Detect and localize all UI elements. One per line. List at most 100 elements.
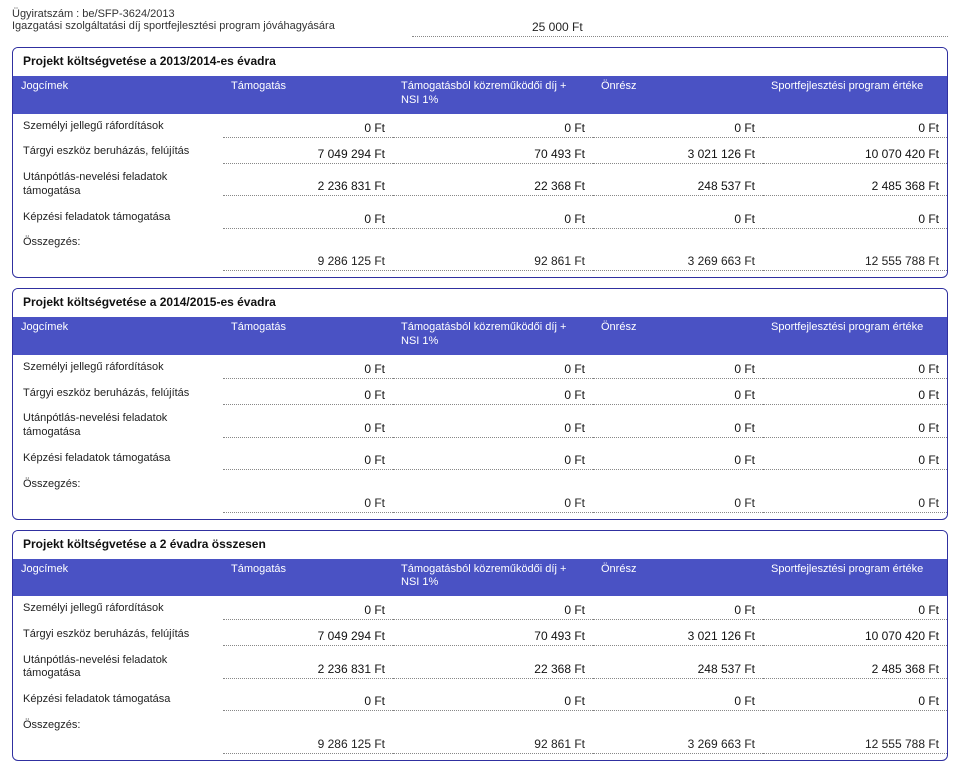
- summary-label: Összegzés:: [13, 230, 947, 250]
- summary-value: 0 Ft: [393, 492, 593, 513]
- header-amount-line: 25 000 Ft: [412, 20, 948, 37]
- summary-label: Összegzés:: [13, 472, 947, 492]
- summary-value: 0 Ft: [763, 492, 947, 513]
- cell-value: 0 Ft: [223, 688, 393, 711]
- cell-value: 22 368 Ft: [393, 173, 593, 196]
- cell-value: 0 Ft: [763, 688, 947, 711]
- cell-value: 0 Ft: [593, 688, 763, 711]
- summary-value: 9 286 125 Ft: [223, 250, 393, 271]
- row-label-youth: Utánpótlás-nevelési feladatok támogatása: [13, 648, 223, 688]
- cell-value: 10 070 420 Ft: [763, 623, 947, 646]
- section-title: Projekt költségvetése a 2014/2015-es éva…: [13, 289, 947, 317]
- table-row: Képzési feladatok támogatása 0 Ft 0 Ft 0…: [13, 205, 947, 231]
- cell-value: 0 Ft: [593, 115, 763, 138]
- cell-value: 2 236 831 Ft: [223, 173, 393, 196]
- col-header-program-value: Sportfejlesztési program értéke: [763, 317, 947, 355]
- row-label-youth: Utánpótlás-nevelési feladatok támogatása: [13, 406, 223, 446]
- cell-value: 0 Ft: [223, 356, 393, 379]
- summary-row: 0 Ft 0 Ft 0 Ft 0 Ft: [13, 492, 947, 519]
- cell-value: 0 Ft: [763, 447, 947, 470]
- table-row: Személyi jellegű ráfordítások 0 Ft 0 Ft …: [13, 355, 947, 381]
- cell-value: 0 Ft: [593, 447, 763, 470]
- document-header: Ügyiratszám : be/SFP-3624/2013 Igazgatás…: [12, 8, 948, 37]
- col-header-program-value: Sportfejlesztési program értéke: [763, 559, 947, 597]
- cell-value: 0 Ft: [223, 115, 393, 138]
- cell-value: 22 368 Ft: [393, 656, 593, 679]
- col-header-label: Jogcímek: [13, 559, 223, 597]
- row-label-training: Képzési feladatok támogatása: [13, 687, 223, 713]
- header-amount: 25 000 Ft: [532, 20, 583, 34]
- row-label-assets: Tárgyi eszköz beruházás, felújítás: [13, 381, 223, 407]
- summary-value: 92 861 Ft: [393, 733, 593, 754]
- section-title: Projekt költségvetése a 2 évadra összese…: [13, 531, 947, 559]
- cell-value: 0 Ft: [223, 447, 393, 470]
- cell-value: 70 493 Ft: [393, 623, 593, 646]
- cell-value: 0 Ft: [593, 415, 763, 438]
- summary-value: 3 269 663 Ft: [593, 733, 763, 754]
- col-header-contributor-fee: Támogatásból közreműködői díj + NSI 1%: [393, 76, 593, 114]
- cell-value: 3 021 126 Ft: [593, 141, 763, 164]
- cell-value: 0 Ft: [393, 688, 593, 711]
- row-label-training: Képzési feladatok támogatása: [13, 446, 223, 472]
- row-label-assets: Tárgyi eszköz beruházás, felújítás: [13, 622, 223, 648]
- summary-value: 12 555 788 Ft: [763, 250, 947, 271]
- table-row: Utánpótlás-nevelési feladatok támogatása…: [13, 406, 947, 446]
- cell-value: 0 Ft: [393, 415, 593, 438]
- col-header-label: Jogcímek: [13, 317, 223, 355]
- table-row: Utánpótlás-nevelési feladatok támogatása…: [13, 165, 947, 205]
- table-row: Személyi jellegű ráfordítások 0 Ft 0 Ft …: [13, 596, 947, 622]
- table-row: Képzési feladatok támogatása 0 Ft 0 Ft 0…: [13, 446, 947, 472]
- case-number: Ügyiratszám : be/SFP-3624/2013: [12, 8, 948, 20]
- budget-section-total: Projekt költségvetése a 2 évadra összese…: [12, 530, 948, 761]
- summary-row: 9 286 125 Ft 92 861 Ft 3 269 663 Ft 12 5…: [13, 733, 947, 760]
- summary-value: 0 Ft: [593, 492, 763, 513]
- cell-value: 248 537 Ft: [593, 173, 763, 196]
- cell-value: 10 070 420 Ft: [763, 141, 947, 164]
- header-description: Igazgatási szolgáltatási díj sportfejles…: [12, 20, 412, 37]
- cell-value: 0 Ft: [763, 597, 947, 620]
- table-row: Tárgyi eszköz beruházás, felújítás 7 049…: [13, 139, 947, 165]
- table-header-row: Jogcímek Támogatás Támogatásból közreműk…: [13, 317, 947, 355]
- row-label-personnel: Személyi jellegű ráfordítások: [13, 596, 223, 622]
- cell-value: 0 Ft: [763, 415, 947, 438]
- cell-value: 2 485 368 Ft: [763, 656, 947, 679]
- row-label-youth: Utánpótlás-nevelési feladatok támogatása: [13, 165, 223, 205]
- cell-value: 0 Ft: [223, 597, 393, 620]
- cell-value: 2 485 368 Ft: [763, 173, 947, 196]
- col-header-own-share: Önrész: [593, 76, 763, 114]
- table-row: Tárgyi eszköz beruházás, felújítás 7 049…: [13, 622, 947, 648]
- col-header-own-share: Önrész: [593, 317, 763, 355]
- cell-value: 248 537 Ft: [593, 656, 763, 679]
- row-label-assets: Tárgyi eszköz beruházás, felújítás: [13, 139, 223, 165]
- cell-value: 0 Ft: [393, 356, 593, 379]
- col-header-contributor-fee: Támogatásból közreműködői díj + NSI 1%: [393, 317, 593, 355]
- cell-value: 0 Ft: [593, 382, 763, 405]
- table-row: Utánpótlás-nevelési feladatok támogatása…: [13, 648, 947, 688]
- cell-value: 70 493 Ft: [393, 141, 593, 164]
- col-header-contributor-fee: Támogatásból közreműködői díj + NSI 1%: [393, 559, 593, 597]
- cell-value: 0 Ft: [393, 206, 593, 229]
- cell-value: 0 Ft: [763, 382, 947, 405]
- cell-value: 0 Ft: [393, 382, 593, 405]
- table-row: Személyi jellegű ráfordítások 0 Ft 0 Ft …: [13, 114, 947, 140]
- cell-value: 0 Ft: [593, 356, 763, 379]
- col-header-program-value: Sportfejlesztési program értéke: [763, 76, 947, 114]
- budget-section-2014-2015: Projekt költségvetése a 2014/2015-es éva…: [12, 288, 948, 519]
- table-header-row: Jogcímek Támogatás Támogatásból közreműk…: [13, 559, 947, 597]
- cell-value: 2 236 831 Ft: [223, 656, 393, 679]
- cell-value: 0 Ft: [393, 597, 593, 620]
- col-header-support: Támogatás: [223, 559, 393, 597]
- cell-value: 0 Ft: [763, 206, 947, 229]
- row-label-personnel: Személyi jellegű ráfordítások: [13, 355, 223, 381]
- table-header-row: Jogcímek Támogatás Támogatásból közreműk…: [13, 76, 947, 114]
- summary-label: Összegzés:: [13, 713, 947, 733]
- cell-value: 0 Ft: [223, 382, 393, 405]
- cell-value: 0 Ft: [223, 206, 393, 229]
- summary-value: 3 269 663 Ft: [593, 250, 763, 271]
- col-header-support: Támogatás: [223, 317, 393, 355]
- col-header-support: Támogatás: [223, 76, 393, 114]
- summary-row: 9 286 125 Ft 92 861 Ft 3 269 663 Ft 12 5…: [13, 250, 947, 277]
- summary-value: 12 555 788 Ft: [763, 733, 947, 754]
- cell-value: 0 Ft: [763, 356, 947, 379]
- row-label-training: Képzési feladatok támogatása: [13, 205, 223, 231]
